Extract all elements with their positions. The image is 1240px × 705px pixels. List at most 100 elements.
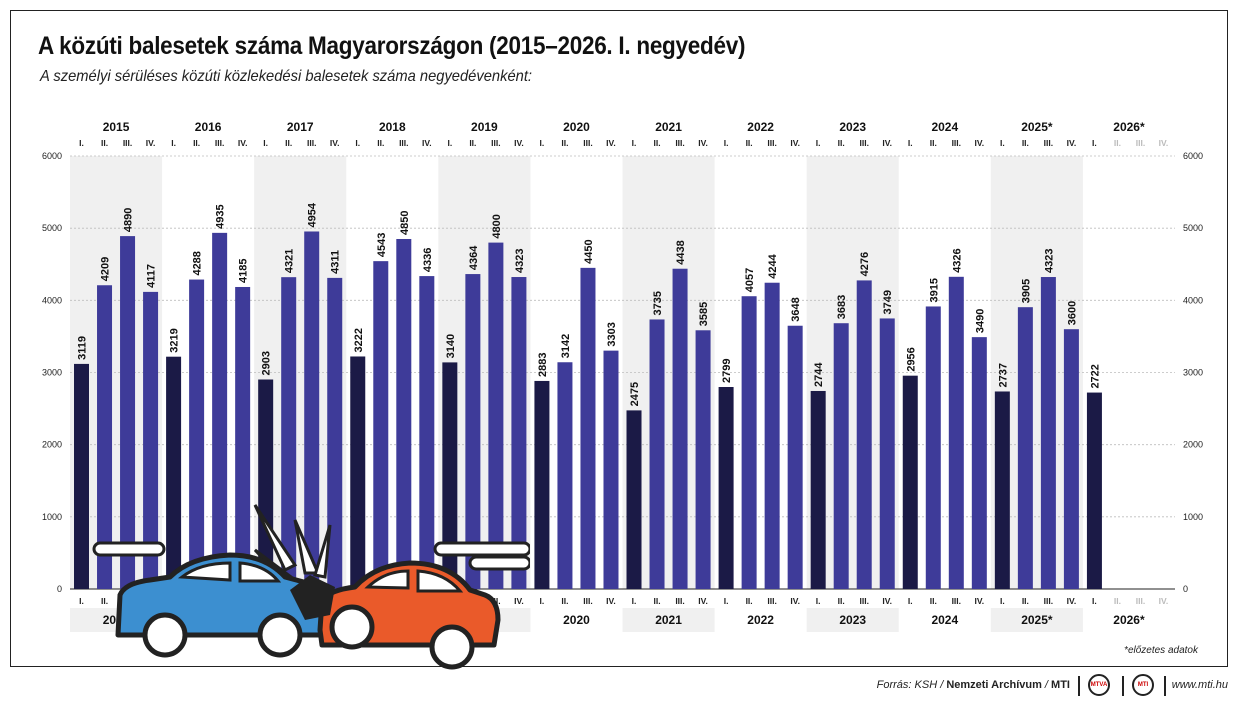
y-tick-label-right: 2000: [1183, 440, 1203, 450]
quarter-label-top: I.: [171, 138, 176, 148]
year-label-top: 2017: [287, 120, 314, 134]
quarter-label-top: II.: [377, 138, 384, 148]
bar-value-label: 3490: [974, 309, 986, 333]
quarter-label-top: III.: [491, 138, 500, 148]
bar: [764, 282, 780, 589]
bar: [902, 375, 918, 589]
quarter-label-top: II.: [193, 138, 200, 148]
quarter-label-top: II.: [1022, 138, 1029, 148]
bar-value-label: 2883: [537, 352, 549, 376]
quarter-label-top: IV.: [606, 138, 616, 148]
bar: [626, 410, 642, 589]
crashing-cars-illustration: [92, 504, 530, 670]
bar-value-label: 4323: [514, 249, 526, 273]
bar: [557, 362, 573, 589]
quarter-label-top: III.: [399, 138, 408, 148]
quarter-label-top: I.: [79, 138, 84, 148]
bar: [879, 318, 895, 589]
bar: [948, 276, 964, 589]
quarter-label-bottom: I.: [816, 596, 821, 606]
quarter-label-top: III.: [859, 138, 868, 148]
website-link[interactable]: www.mti.hu: [1171, 679, 1228, 691]
bar: [672, 268, 688, 589]
year-label-top: 2021: [655, 120, 682, 134]
quarter-label-bottom: IV.: [790, 596, 800, 606]
y-tick-label-left: 0: [57, 584, 62, 594]
y-tick-label-right: 1000: [1183, 512, 1203, 522]
quarter-label-top: II.: [930, 138, 937, 148]
year-label-bottom: 2024: [931, 613, 958, 627]
bar: [327, 277, 343, 589]
bar-value-label: 4336: [422, 248, 434, 272]
bar: [534, 380, 550, 589]
quarter-label-top: II.: [469, 138, 476, 148]
quarter-label-top: IV.: [422, 138, 432, 148]
quarter-label-bottom: IV.: [975, 596, 985, 606]
bar: [1040, 277, 1056, 589]
bar-value-label: 4057: [744, 268, 756, 292]
quarter-label-top: IV.: [146, 138, 156, 148]
year-label-bottom: 2026*: [1113, 613, 1145, 627]
bar: [856, 280, 872, 589]
quarter-label-bottom: II.: [838, 596, 845, 606]
quarter-label-top: II.: [653, 138, 660, 148]
quarter-label-bottom: IV.: [698, 596, 708, 606]
bar: [810, 390, 826, 589]
quarter-label-top: I.: [263, 138, 268, 148]
bar-value-label: 3648: [790, 297, 802, 321]
bar: [304, 231, 320, 589]
year-label-top: 2023: [839, 120, 866, 134]
bar: [488, 242, 504, 589]
bar: [419, 276, 435, 589]
bar: [511, 277, 527, 589]
year-label-bottom: 2020: [563, 613, 590, 627]
bar: [281, 277, 297, 589]
bar-value-label: 3585: [698, 302, 710, 326]
year-label-bottom: 2023: [839, 613, 866, 627]
source-archive: Nemzeti Archívum: [946, 679, 1042, 691]
bar-value-label: 4185: [238, 258, 250, 282]
quarter-label-top: IV.: [1067, 138, 1077, 148]
bar: [465, 274, 481, 589]
bar: [718, 387, 734, 589]
y-tick-label-right: 5000: [1183, 223, 1203, 233]
bar: [143, 291, 159, 589]
bar: [787, 325, 803, 589]
quarter-label-top: II.: [561, 138, 568, 148]
footer-divider: [1078, 676, 1080, 696]
bar: [1063, 329, 1079, 589]
source-mti: MTI: [1051, 679, 1070, 691]
y-tick-label-right: 6000: [1183, 151, 1203, 161]
source-credit: Forrás: KSH / Nemzeti Archívum / MTI: [877, 679, 1070, 691]
quarter-label-top: III.: [215, 138, 224, 148]
quarter-label-top: II.: [838, 138, 845, 148]
bar-value-label: 4323: [1043, 249, 1055, 273]
quarter-label-top: I.: [540, 138, 545, 148]
quarter-label-bottom: III.: [859, 596, 868, 606]
source-prefix: Forrás: KSH /: [876, 679, 947, 691]
bar-value-label: 4364: [468, 245, 480, 270]
quarter-label-bottom: III.: [767, 596, 776, 606]
bar: [74, 363, 90, 589]
quarter-label-top: I.: [908, 138, 913, 148]
year-band-bottom: [806, 608, 899, 632]
quarter-label-top: IV.: [975, 138, 985, 148]
quarter-label-top: II.: [101, 138, 108, 148]
bar: [442, 362, 458, 589]
bar-value-label: 4954: [307, 202, 319, 227]
quarter-label-top: I.: [355, 138, 360, 148]
year-label-top: 2024: [931, 120, 958, 134]
y-tick-label-left: 2000: [42, 440, 62, 450]
chart-subtitle: A személyi sérüléses közúti közlekedési …: [40, 68, 533, 85]
bar-value-label: 4935: [215, 204, 227, 228]
bar: [396, 238, 412, 589]
quarter-label-top: I.: [1000, 138, 1005, 148]
bar: [97, 285, 113, 589]
quarter-label-top: IV.: [514, 138, 524, 148]
quarter-label-bottom: I.: [632, 596, 637, 606]
quarter-label-bottom: III.: [952, 596, 961, 606]
quarter-label-top: IV.: [330, 138, 340, 148]
y-tick-label-right: 0: [1183, 584, 1188, 594]
quarter-label-bottom: II.: [101, 596, 108, 606]
year-label-top: 2015: [103, 120, 130, 134]
